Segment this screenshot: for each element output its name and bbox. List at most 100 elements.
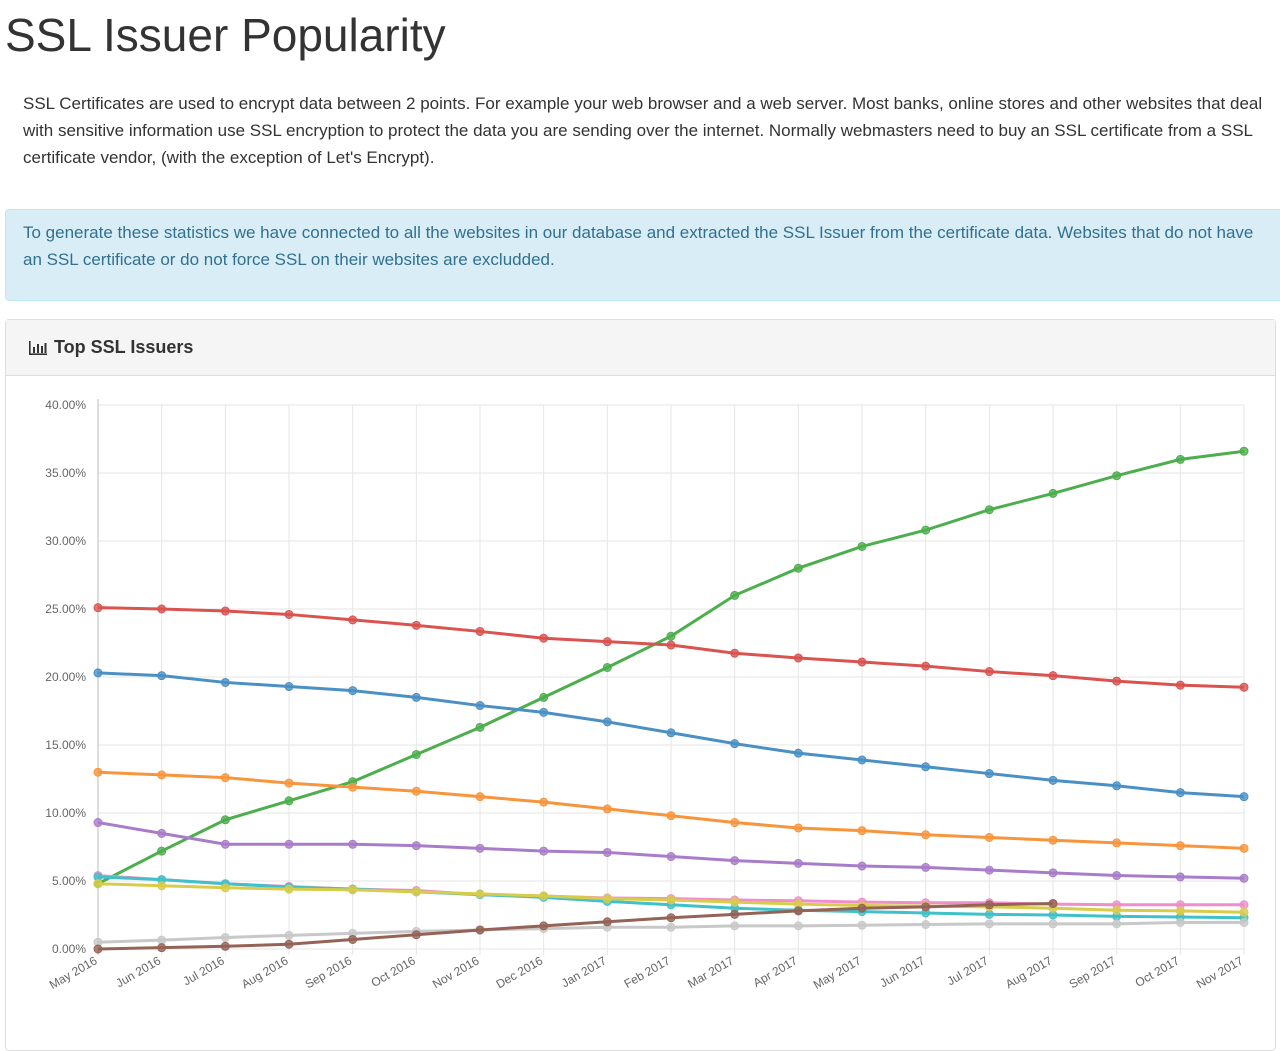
data-point xyxy=(857,657,867,667)
x-tick-label: Oct 2016 xyxy=(369,953,418,990)
data-point xyxy=(220,883,230,893)
data-point xyxy=(793,906,803,916)
data-point xyxy=(93,603,103,613)
data-point xyxy=(1175,454,1185,464)
intro-text: SSL Certificates are used to encrypt dat… xyxy=(23,94,1263,167)
data-point xyxy=(1048,835,1058,845)
data-point xyxy=(602,637,612,647)
data-point xyxy=(220,677,230,687)
data-point xyxy=(475,843,485,853)
data-point xyxy=(666,895,676,905)
data-point xyxy=(984,919,994,929)
data-point xyxy=(1048,868,1058,878)
x-tick-label: Nov 2016 xyxy=(430,953,482,991)
data-point xyxy=(921,902,931,912)
data-point xyxy=(1175,841,1185,851)
data-point xyxy=(857,755,867,765)
data-point xyxy=(1239,792,1249,802)
data-point xyxy=(411,750,421,760)
data-point xyxy=(602,894,612,904)
data-point xyxy=(539,692,549,702)
data-point xyxy=(602,804,612,814)
x-tick-label: Dec 2016 xyxy=(494,953,546,991)
data-point xyxy=(793,748,803,758)
data-point xyxy=(793,653,803,663)
data-point xyxy=(1112,905,1122,915)
data-point xyxy=(1175,680,1185,690)
data-point xyxy=(157,935,167,945)
data-point xyxy=(921,920,931,930)
x-tick-label: Jun 2016 xyxy=(113,953,163,990)
data-point xyxy=(1175,872,1185,882)
data-point xyxy=(730,818,740,828)
data-point xyxy=(93,767,103,777)
data-point xyxy=(921,862,931,872)
data-point xyxy=(1239,446,1249,456)
data-point xyxy=(1048,488,1058,498)
data-point xyxy=(284,778,294,788)
data-point xyxy=(93,668,103,678)
x-tick-label: Jun 2017 xyxy=(877,953,927,990)
data-point xyxy=(348,782,358,792)
data-point xyxy=(93,818,103,828)
x-tick-label: Nov 2017 xyxy=(1194,953,1246,991)
data-point xyxy=(475,722,485,732)
data-point xyxy=(857,903,867,913)
data-point xyxy=(1048,919,1058,929)
data-point xyxy=(857,920,867,930)
y-tick-label: 30.00% xyxy=(45,534,86,548)
data-point xyxy=(284,884,294,894)
x-tick-label: Jul 2017 xyxy=(945,953,992,988)
data-point xyxy=(284,930,294,940)
x-tick-label: Feb 2017 xyxy=(622,953,673,991)
data-point xyxy=(93,944,103,954)
panel-heading: Top SSL Issuers xyxy=(6,320,1275,376)
data-point xyxy=(1048,671,1058,681)
data-point xyxy=(284,609,294,619)
page-title: SSL Issuer Popularity xyxy=(5,9,446,61)
y-tick-label: 15.00% xyxy=(45,738,86,752)
data-point xyxy=(984,667,994,677)
data-point xyxy=(539,707,549,717)
data-point xyxy=(984,909,994,919)
data-point xyxy=(730,648,740,658)
data-point xyxy=(157,846,167,856)
data-point xyxy=(730,590,740,600)
data-point xyxy=(348,839,358,849)
data-point xyxy=(602,917,612,927)
x-tick-label: Jan 2017 xyxy=(559,953,609,990)
y-tick-label: 40.00% xyxy=(45,398,86,412)
data-point xyxy=(411,841,421,851)
chart-icon xyxy=(29,340,47,355)
data-point xyxy=(602,847,612,857)
data-point xyxy=(220,941,230,951)
x-tick-label: Sep 2017 xyxy=(1067,953,1119,991)
data-point xyxy=(475,701,485,711)
data-point xyxy=(984,832,994,842)
data-point xyxy=(539,633,549,643)
data-point xyxy=(730,856,740,866)
info-alert: To generate these statistics we have con… xyxy=(5,209,1280,301)
panel-title: Top SSL Issuers xyxy=(54,337,194,357)
data-point xyxy=(411,930,421,940)
data-point xyxy=(348,686,358,696)
data-point xyxy=(730,897,740,907)
data-point xyxy=(602,717,612,727)
line-chart: 0.00% 5.00% 10.00% 15.00% 20.00% 25.00% 30.00%… xyxy=(45,398,1249,992)
data-point xyxy=(730,909,740,919)
data-point xyxy=(348,934,358,944)
data-point xyxy=(157,671,167,681)
data-point xyxy=(793,563,803,573)
y-tick-label: 5.00% xyxy=(52,874,86,888)
data-point xyxy=(666,913,676,923)
data-point xyxy=(1239,907,1249,917)
data-point xyxy=(1048,898,1058,908)
data-point xyxy=(1175,906,1185,916)
data-point xyxy=(921,830,931,840)
data-point xyxy=(220,773,230,783)
x-tick-label: Mar 2017 xyxy=(685,953,736,991)
data-point xyxy=(1239,682,1249,692)
data-point xyxy=(1112,871,1122,881)
data-point xyxy=(857,861,867,871)
